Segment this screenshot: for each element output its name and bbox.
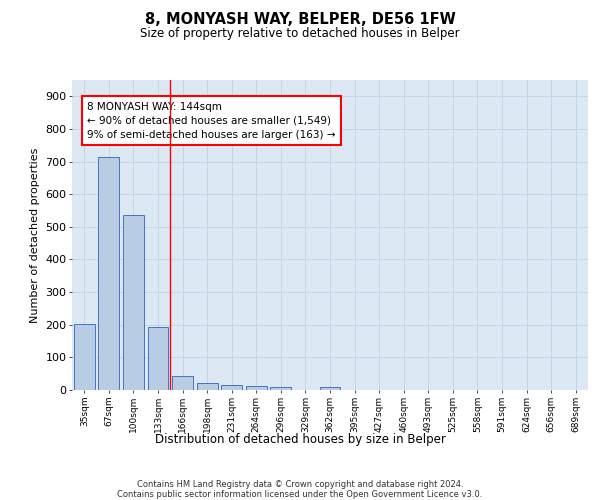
Text: 8 MONYASH WAY: 144sqm
← 90% of detached houses are smaller (1,549)
9% of semi-de: 8 MONYASH WAY: 144sqm ← 90% of detached … xyxy=(88,102,336,140)
Text: 8, MONYASH WAY, BELPER, DE56 1FW: 8, MONYASH WAY, BELPER, DE56 1FW xyxy=(145,12,455,28)
Bar xyxy=(320,386,340,390)
Bar xyxy=(246,386,267,390)
Text: Size of property relative to detached houses in Belper: Size of property relative to detached ho… xyxy=(140,28,460,40)
Text: Contains HM Land Registry data © Crown copyright and database right 2024.: Contains HM Land Registry data © Crown c… xyxy=(137,480,463,489)
Bar xyxy=(271,386,292,390)
Bar xyxy=(98,157,119,390)
Bar xyxy=(221,385,242,390)
Bar xyxy=(74,324,95,390)
Bar xyxy=(123,215,144,390)
Text: Contains public sector information licensed under the Open Government Licence v3: Contains public sector information licen… xyxy=(118,490,482,499)
Bar xyxy=(148,327,169,390)
Bar xyxy=(197,384,218,390)
Text: Distribution of detached houses by size in Belper: Distribution of detached houses by size … xyxy=(155,432,445,446)
Y-axis label: Number of detached properties: Number of detached properties xyxy=(30,148,40,322)
Bar xyxy=(172,376,193,390)
